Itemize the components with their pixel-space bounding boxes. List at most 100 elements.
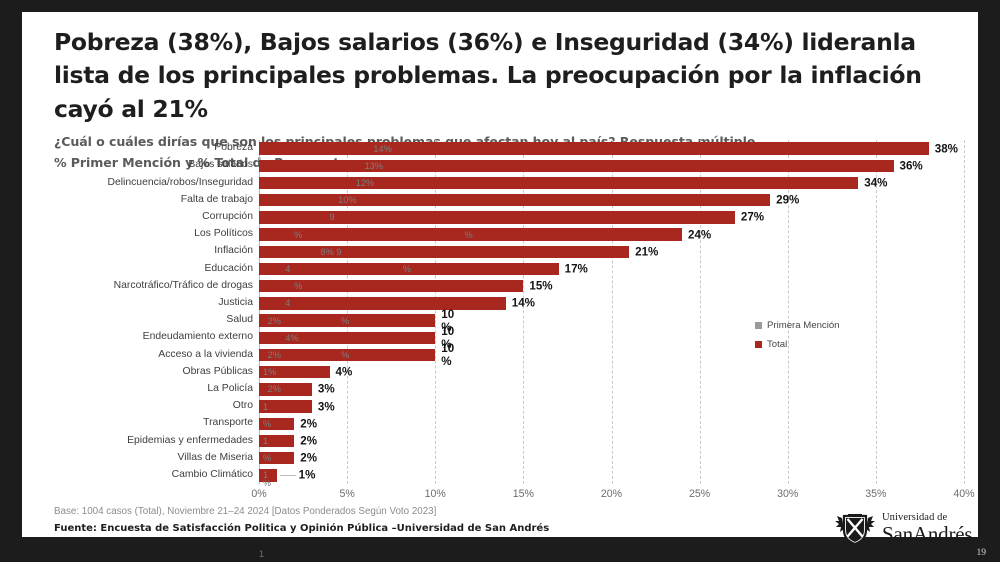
bar-label-first-mention: 4 bbox=[285, 298, 291, 309]
value-axis: 0% 5% 10% 15% 20% 25% 30% 35% 40%% bbox=[251, 478, 974, 504]
square-swatch-icon bbox=[755, 341, 762, 348]
category-label: Inflación bbox=[214, 245, 253, 257]
bar-row: 4 14% bbox=[259, 297, 964, 310]
slide-header: Pobreza (38%), Bajos salarios (36%) e In… bbox=[54, 26, 954, 172]
slide-frame: Pobreza (38%), Bajos salarios (36%) e In… bbox=[22, 12, 978, 559]
bar-label-first-mention: 2% bbox=[267, 384, 281, 395]
x-axis-tick: 30% bbox=[777, 488, 799, 500]
bar-row: % 15% bbox=[259, 280, 964, 293]
bar-label-overlap: % bbox=[464, 229, 473, 240]
bar-row: 9 27% bbox=[259, 211, 964, 224]
bar-label-first-mention: 1 bbox=[263, 470, 269, 481]
bar-total bbox=[259, 452, 295, 465]
category-axis: Pobreza Bajos salarios Delincuencia/robos/… bbox=[54, 140, 259, 484]
bar-label-total: 2% bbox=[300, 417, 318, 431]
bar-label-first-mention: % bbox=[263, 418, 272, 429]
category-label: Transporte bbox=[203, 417, 253, 429]
base-note: Base: 1004 casos (Total), Noviembre 21–2… bbox=[54, 506, 437, 517]
category-label: Corrupción bbox=[202, 210, 253, 222]
label-leader-line bbox=[279, 475, 296, 477]
category-label: Acceso a la vivienda bbox=[158, 348, 253, 360]
bar-row: 8% 9 21% bbox=[259, 245, 964, 258]
bar-label-total: 10 % bbox=[441, 342, 455, 368]
category-label: Obras Públicas bbox=[182, 365, 253, 377]
bar-row: 10% 29% bbox=[259, 193, 964, 207]
square-swatch-icon bbox=[755, 322, 762, 329]
bar-row: 1% 4% bbox=[259, 366, 964, 379]
bar-label-total: 36% bbox=[899, 159, 923, 173]
legend-item[interactable]: Total bbox=[755, 339, 865, 350]
bar-label-total: 29% bbox=[776, 193, 800, 207]
x-axis-tick: 20% bbox=[600, 488, 623, 500]
bar-label-overlap: % bbox=[341, 349, 350, 360]
category-label: Los Políticos bbox=[194, 228, 253, 240]
bar-total bbox=[259, 348, 436, 362]
bar-label-overlap: % bbox=[341, 315, 350, 326]
bar-row: 2%% 10 % bbox=[259, 342, 964, 368]
x-axis-tick: 15% bbox=[512, 488, 534, 500]
category-label: Narcotráfico/Tráfico de drogas bbox=[113, 279, 253, 291]
bar-label-first-mention: 12% bbox=[355, 177, 375, 188]
bar-label-total: 17% bbox=[564, 262, 588, 276]
bar-label-first-mention: 9 bbox=[329, 212, 335, 223]
bar-total bbox=[259, 194, 771, 207]
gridline bbox=[523, 140, 525, 484]
bar-row: 4% 17% bbox=[259, 263, 964, 275]
logo-line-1: Universidad de bbox=[882, 511, 948, 523]
bar-label-first-mention: 1 bbox=[263, 401, 269, 412]
bar-label-total: 38% bbox=[934, 142, 958, 156]
bar-label-overlap: % bbox=[402, 263, 411, 274]
bar-total bbox=[259, 245, 630, 258]
bar-label-first-mention: 14% bbox=[373, 143, 392, 154]
bar-label-total: 2% bbox=[300, 451, 318, 465]
bar-row: 2%% 10 % bbox=[259, 308, 964, 334]
bar-label-first-mention: % bbox=[294, 229, 303, 240]
bar-row: 14% 38% bbox=[259, 142, 964, 156]
bar-label-first-mention: 8% 9 bbox=[320, 246, 342, 257]
bar-row: % 2% bbox=[259, 417, 964, 431]
bar-total bbox=[259, 366, 330, 379]
bar-label-total: 3% bbox=[317, 382, 335, 396]
bar-total bbox=[259, 211, 735, 224]
bar-total bbox=[259, 176, 859, 190]
x-axis-tick-fragment: % bbox=[262, 478, 272, 488]
bar-total bbox=[259, 417, 295, 430]
source-note: Fuente: Encuesta de Satisfacción Politic… bbox=[54, 523, 550, 534]
bar-total bbox=[259, 262, 559, 276]
gridline bbox=[699, 140, 701, 484]
stray-mark: 1 bbox=[259, 549, 265, 559]
bar-row: %% 24% bbox=[259, 228, 964, 241]
bar-label-total: 10 % bbox=[441, 307, 455, 334]
bar-row: 2% 3% bbox=[259, 382, 964, 396]
category-label: Bajos salarios bbox=[188, 159, 253, 171]
category-label: Endeudamiento externo bbox=[142, 331, 253, 343]
category-label: Delincuencia/robos/Inseguridad bbox=[107, 176, 253, 188]
chart-legend: Primera Mención Total bbox=[755, 320, 865, 358]
bar-label-first-mention: 2% bbox=[267, 315, 281, 326]
gridline bbox=[787, 140, 789, 484]
bar-label-total: 1% bbox=[298, 468, 316, 482]
bar-label-total: 2% bbox=[300, 434, 318, 448]
bar-label-first-mention: 4 bbox=[285, 263, 291, 274]
legend-label: Total bbox=[767, 339, 788, 350]
gridline bbox=[611, 140, 613, 484]
bar-total bbox=[259, 280, 524, 293]
page-number: 19 bbox=[976, 548, 987, 558]
category-label: Villas de Miseria bbox=[177, 451, 253, 463]
category-label: Justicia bbox=[218, 296, 253, 308]
bar-total bbox=[259, 469, 277, 482]
legend-item[interactable]: Primera Mención bbox=[755, 320, 865, 331]
x-axis-tick: 0% bbox=[251, 488, 267, 500]
bar-total bbox=[259, 331, 436, 344]
category-label: Salud bbox=[226, 314, 253, 326]
bar-label-first-mention: % bbox=[294, 281, 303, 292]
bar-label-first-mention: 1 bbox=[263, 435, 269, 446]
gridline bbox=[259, 140, 260, 484]
x-axis-tick: 25% bbox=[689, 488, 711, 500]
bar-total bbox=[259, 400, 312, 413]
bar-label-first-mention: % bbox=[263, 453, 272, 464]
university-logo: Universidad de SanAndrés bbox=[834, 511, 973, 546]
bar-row: 13% 36% bbox=[259, 159, 964, 173]
category-label: Cambio Climático bbox=[171, 468, 253, 480]
category-label: La Policía bbox=[207, 382, 253, 394]
